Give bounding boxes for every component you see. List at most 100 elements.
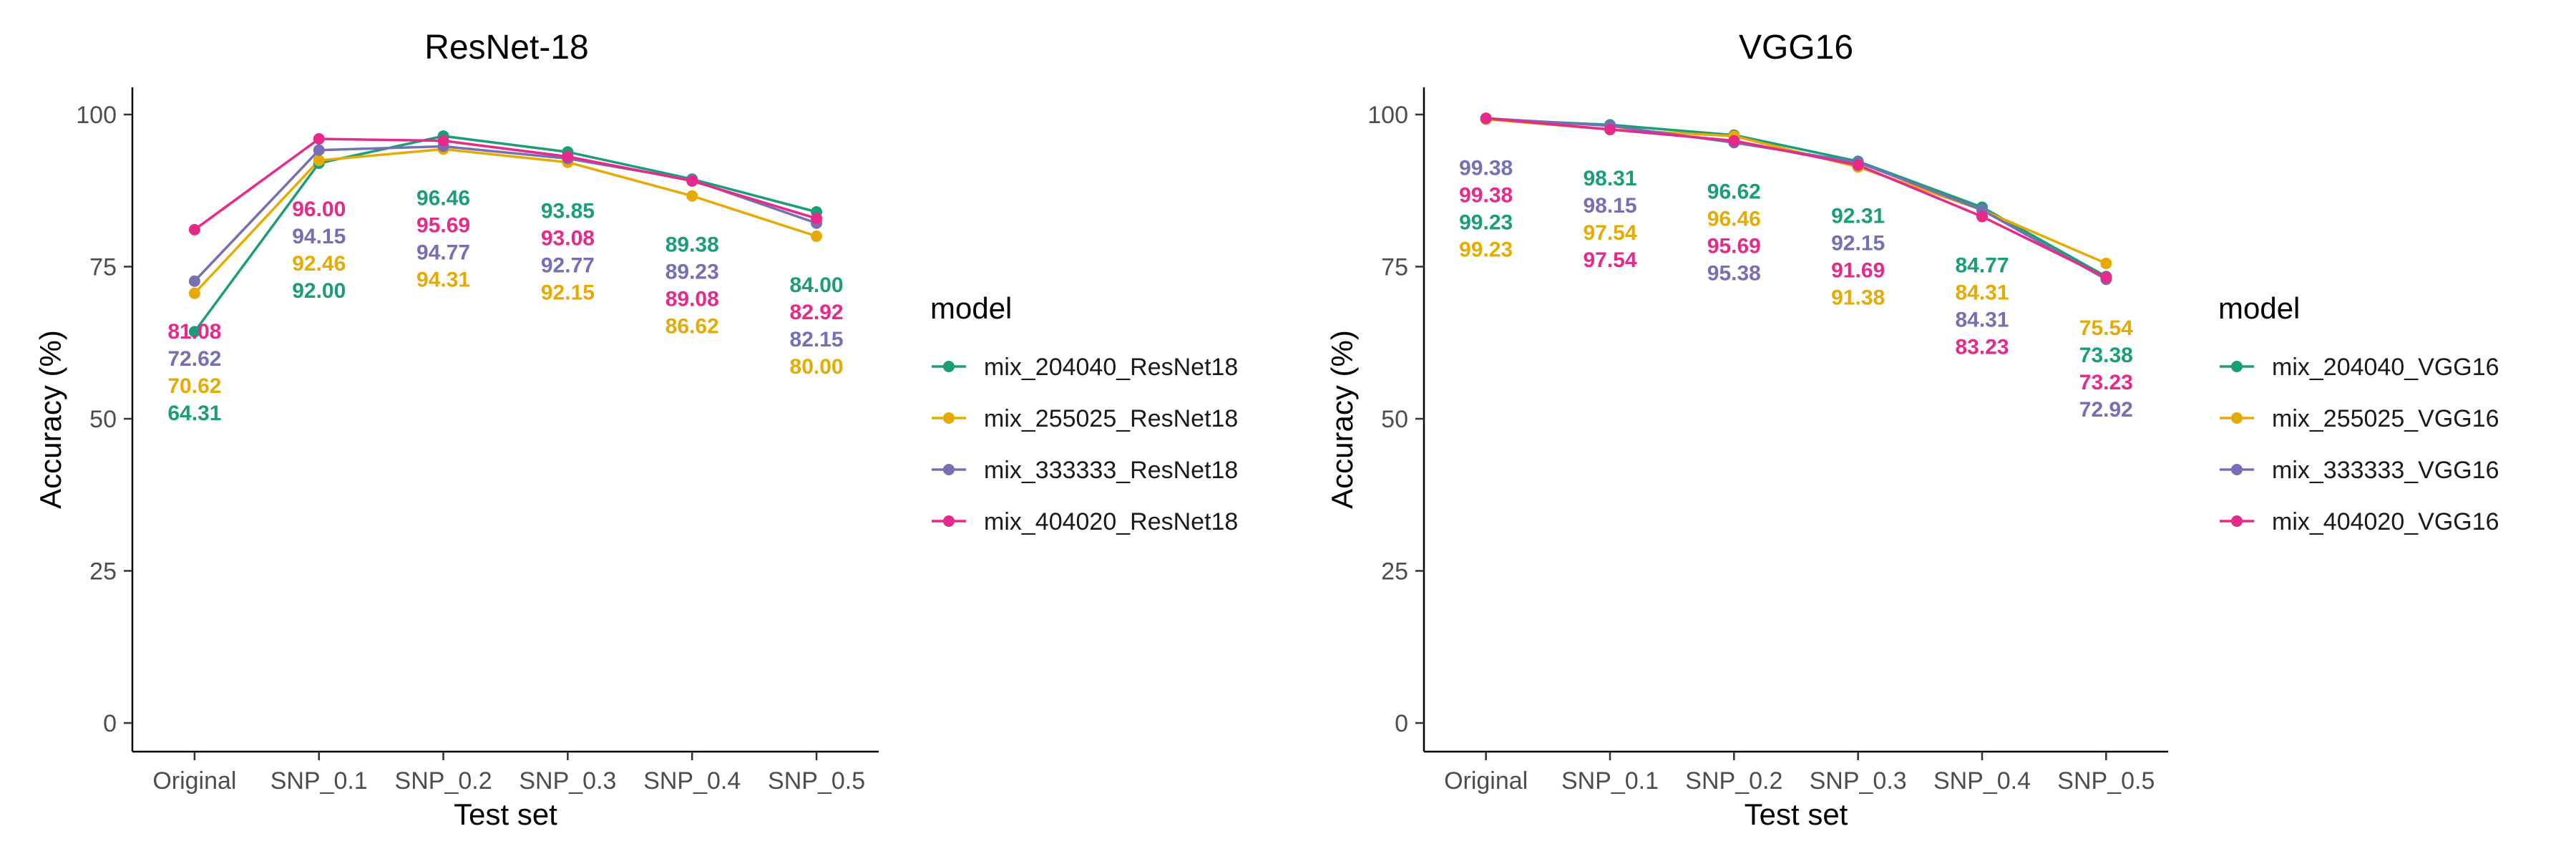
y-tick-label: 100 [76, 102, 117, 129]
legend-label: mix_404020_ResNet18 [984, 508, 1238, 535]
data-label: 86.62 [665, 315, 719, 339]
data-label: 96.00 [292, 198, 346, 221]
x-tick-label: SNP_0.5 [2057, 767, 2155, 795]
legend: model mix_204040_VGG16 mix_255025_VGG16mix… [2218, 291, 2499, 535]
data-label: 98.31 [1583, 167, 1636, 190]
data-point [1480, 112, 1492, 125]
x-tick-label: SNP_0.1 [1561, 767, 1659, 795]
legend-title: model [930, 291, 1012, 325]
legend-marker [943, 515, 955, 527]
data-label: 97.54 [1583, 221, 1636, 245]
data-point [188, 326, 200, 338]
data-point [188, 223, 200, 236]
data-label: 99.38 [1459, 157, 1513, 180]
data-label: 72.62 [167, 347, 221, 371]
series-line-2 [193, 147, 817, 294]
x-tick-label: SNP_0.1 [270, 767, 368, 795]
data-label: 97.54 [1583, 248, 1636, 272]
data-label: 80.00 [790, 355, 844, 379]
data-label: 82.15 [790, 328, 844, 351]
data-label: 73.38 [2079, 344, 2133, 367]
data-label: 99.23 [1459, 238, 1513, 262]
data-label: 91.69 [1831, 258, 1885, 282]
data-label: 84.31 [1955, 309, 2009, 332]
data-point [313, 133, 325, 145]
x-tick-label: SNP_0.5 [768, 767, 865, 795]
series-line-3 [1485, 117, 2107, 281]
y-tick-label: 50 [89, 406, 117, 433]
data-point [811, 213, 823, 225]
data-label: 92.46 [292, 252, 346, 276]
legend-label: mix_204040_VGG16 [2272, 354, 2499, 381]
data-label: 84.77 [1955, 254, 2009, 278]
panel-title: VGG16 [1739, 29, 1853, 67]
data-point [686, 175, 698, 187]
data-label: 96.46 [416, 186, 470, 210]
legend-marker [943, 464, 955, 475]
chart-panel-1: ResNet-18 0 25 50 75 100 Original SNP_0.1 SNP_0.… [34, 29, 1238, 831]
y-axis-title: Accuracy (%) [1325, 330, 1359, 509]
legend-marker [2231, 361, 2243, 372]
data-label: 83.23 [1955, 336, 2009, 359]
x-axis-title: Test set [454, 797, 557, 831]
data-label: 92.00 [292, 279, 346, 303]
legend-title: model [2218, 291, 2300, 325]
legend-marker [943, 361, 955, 372]
data-point [1728, 135, 1740, 147]
data-label: 93.08 [541, 227, 595, 251]
y-tick-label: 75 [89, 254, 117, 281]
data-label: 84.31 [1955, 281, 2009, 305]
legend-label: mix_204040_ResNet18 [984, 354, 1238, 381]
data-label: 93.85 [541, 200, 595, 223]
data-point [811, 230, 823, 242]
x-tick-label: SNP_0.2 [1685, 767, 1782, 795]
data-label: 92.15 [541, 281, 595, 305]
data-point [2100, 257, 2112, 269]
data-label: 64.31 [167, 402, 221, 425]
legend: model mix_204040_ResNet18 mix_255025_ResNe… [930, 291, 1238, 535]
y-tick-label: 0 [1395, 710, 1408, 737]
series-line-1 [193, 135, 817, 333]
y-tick-label: 0 [103, 710, 117, 737]
data-label: 92.77 [541, 254, 595, 278]
legend-marker [2231, 464, 2243, 475]
data-label: 89.23 [665, 261, 719, 284]
data-label: 70.62 [167, 374, 221, 398]
x-tick-label: Original [152, 767, 236, 795]
x-axis-title: Test set [1745, 797, 1848, 831]
y-tick-label: 100 [1367, 102, 1408, 129]
data-label: 91.38 [1831, 286, 1885, 309]
x-tick-label: SNP_0.3 [519, 767, 616, 795]
data-label: 94.31 [416, 268, 470, 291]
data-label: 84.00 [790, 273, 844, 297]
legend-marker [2231, 412, 2243, 424]
x-tick-label: SNP_0.2 [395, 767, 492, 795]
data-label: 81.08 [167, 320, 221, 344]
series-line-4 [193, 137, 817, 231]
data-point [313, 144, 325, 156]
data-point [686, 190, 698, 202]
data-label: 92.15 [1831, 231, 1885, 255]
x-tick-label: SNP_0.3 [1810, 767, 1907, 795]
series-line-1 [1485, 117, 2107, 278]
data-label: 72.92 [2079, 398, 2133, 422]
legend-label: mix_255025_VGG16 [2272, 405, 2499, 432]
series-line-2 [1485, 117, 2107, 265]
data-point [1604, 123, 1616, 135]
x-tick-label: SNP_0.4 [643, 767, 741, 795]
data-point [1852, 159, 1864, 171]
data-label: 82.92 [790, 301, 844, 324]
data-label: 73.23 [2079, 371, 2133, 394]
data-label: 96.62 [1707, 180, 1761, 203]
series-line-4 [1485, 117, 2107, 279]
y-tick-label: 75 [1381, 254, 1408, 281]
legend-label: mix_255025_ResNet18 [984, 405, 1238, 432]
legend-label: mix_333333_ResNet18 [984, 457, 1238, 484]
data-label: 99.23 [1459, 211, 1513, 235]
data-label: 89.08 [665, 288, 719, 311]
data-label: 75.54 [2079, 316, 2133, 340]
y-tick-label: 50 [1381, 406, 1408, 433]
data-label: 99.38 [1459, 184, 1513, 208]
data-point [562, 150, 574, 162]
data-point [2100, 271, 2112, 283]
